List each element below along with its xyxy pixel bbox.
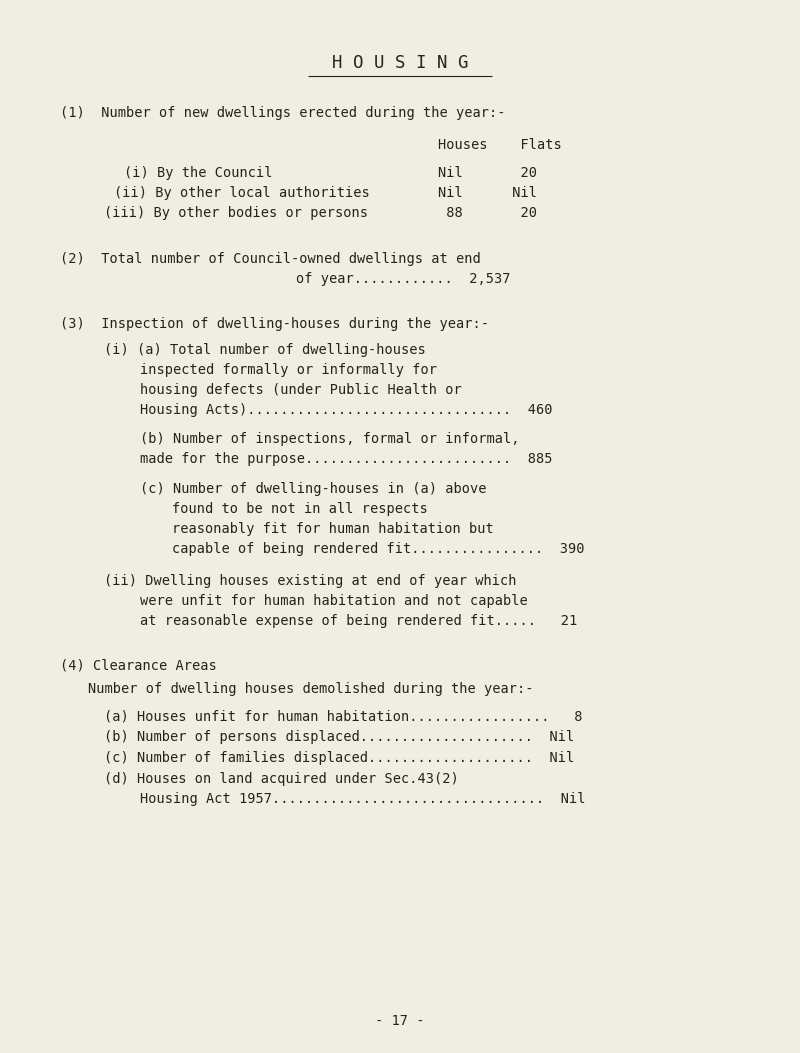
- Text: at reasonable expense of being rendered fit.....   21: at reasonable expense of being rendered …: [140, 614, 578, 629]
- Text: inspected formally or informally for: inspected formally or informally for: [140, 362, 437, 377]
- Text: Houses    Flats: Houses Flats: [438, 138, 562, 153]
- Text: of year............  2,537: of year............ 2,537: [296, 272, 510, 286]
- Text: 88       20: 88 20: [438, 205, 538, 220]
- Text: Nil      Nil: Nil Nil: [438, 185, 538, 200]
- Text: Housing Acts)................................  460: Housing Acts)...........................…: [140, 402, 553, 417]
- Text: (ii) Dwelling houses existing at end of year which: (ii) Dwelling houses existing at end of …: [104, 574, 517, 589]
- Text: (i) (a) Total number of dwelling-houses: (i) (a) Total number of dwelling-houses: [104, 342, 426, 357]
- Text: - 17 -: - 17 -: [375, 1014, 425, 1029]
- Text: (c) Number of dwelling-houses in (a) above: (c) Number of dwelling-houses in (a) abo…: [140, 481, 486, 496]
- Text: found to be not in all respects: found to be not in all respects: [172, 501, 428, 516]
- Text: (b) Number of persons displaced.....................  Nil: (b) Number of persons displaced.........…: [104, 730, 574, 744]
- Text: capable of being rendered fit................  390: capable of being rendered fit...........…: [172, 541, 585, 556]
- Text: (d) Houses on land acquired under Sec.43(2): (d) Houses on land acquired under Sec.43…: [104, 772, 458, 787]
- Text: (b) Number of inspections, formal or informal,: (b) Number of inspections, formal or inf…: [140, 432, 519, 446]
- Text: (a) Houses unfit for human habitation.................   8: (a) Houses unfit for human habitation...…: [104, 709, 582, 723]
- Text: H O U S I N G: H O U S I N G: [332, 54, 468, 73]
- Text: Number of dwelling houses demolished during the year:-: Number of dwelling houses demolished dur…: [88, 681, 534, 696]
- Text: (2)  Total number of Council-owned dwellings at end: (2) Total number of Council-owned dwelli…: [60, 252, 481, 266]
- Text: reasonably fit for human habitation but: reasonably fit for human habitation but: [172, 521, 494, 536]
- Text: (c) Number of families displaced....................  Nil: (c) Number of families displaced........…: [104, 751, 574, 766]
- Text: were unfit for human habitation and not capable: were unfit for human habitation and not …: [140, 594, 528, 609]
- Text: made for the purpose.........................  885: made for the purpose....................…: [140, 452, 553, 466]
- Text: (ii) By other local authorities: (ii) By other local authorities: [114, 185, 370, 200]
- Text: (3)  Inspection of dwelling-houses during the year:-: (3) Inspection of dwelling-houses during…: [60, 317, 489, 332]
- Text: Housing Act 1957.................................  Nil: Housing Act 1957........................…: [140, 792, 586, 807]
- Text: housing defects (under Public Health or: housing defects (under Public Health or: [140, 382, 462, 397]
- Text: Nil       20: Nil 20: [438, 165, 538, 180]
- Text: (4) Clearance Areas: (4) Clearance Areas: [60, 658, 217, 673]
- Text: (1)  Number of new dwellings erected during the year:-: (1) Number of new dwellings erected duri…: [60, 105, 506, 120]
- Text: (iii) By other bodies or persons: (iii) By other bodies or persons: [104, 205, 368, 220]
- Text: (i) By the Council: (i) By the Council: [124, 165, 273, 180]
